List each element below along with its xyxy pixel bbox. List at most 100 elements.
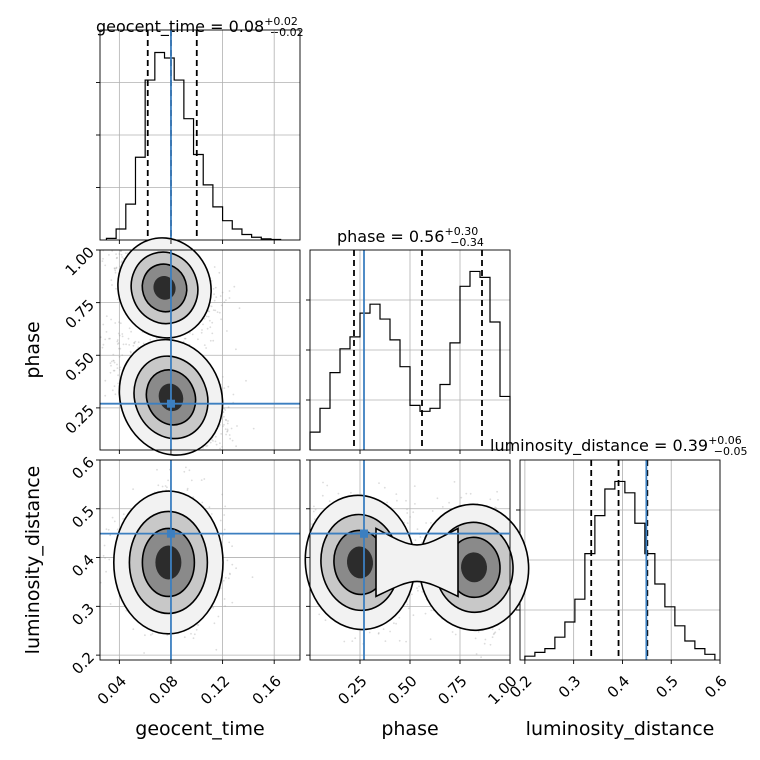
sample-point <box>218 311 221 314</box>
sample-point <box>223 407 226 410</box>
sample-point <box>220 318 223 321</box>
sample-point <box>228 434 231 436</box>
sample-point <box>115 287 117 290</box>
sample-point <box>436 497 439 500</box>
sample-point <box>113 360 115 362</box>
lumdist-vs-geocent-density-level-3 <box>155 545 182 580</box>
sample-point <box>113 520 116 523</box>
geocent-time-histogram <box>105 51 282 241</box>
lumdist-title-minus: −0.05 <box>714 445 748 458</box>
sample-point <box>114 271 117 274</box>
sample-point <box>117 342 120 344</box>
sample-point <box>190 479 193 482</box>
sample-point <box>414 539 417 542</box>
sample-point <box>117 374 119 377</box>
sample-point <box>113 385 116 388</box>
sample-point <box>493 632 496 635</box>
sample-point <box>116 340 119 343</box>
sample-point <box>483 642 486 645</box>
sample-point <box>225 433 228 436</box>
lumdist-vs-phase-truth-marker-top <box>360 529 368 538</box>
sample-point <box>102 323 105 326</box>
sample-point <box>223 301 226 304</box>
sample-point <box>405 499 407 502</box>
phase-x-tick-label: 0.25 <box>334 672 370 708</box>
sample-point <box>211 438 213 441</box>
lumdist-vs-geocent-truth-marker <box>166 529 175 538</box>
sample-point <box>214 440 217 443</box>
sample-point <box>203 478 206 480</box>
sample-point <box>144 634 146 637</box>
phase-title-text: phase = <box>337 227 409 246</box>
sample-point <box>208 506 211 509</box>
sample-point <box>109 603 112 605</box>
phase-vs-geocent-contour-0 <box>118 338 224 456</box>
sample-point <box>183 636 186 639</box>
lumdist-x-tick-label: 0.6 <box>701 672 731 702</box>
sample-point <box>245 379 247 382</box>
sample-point <box>109 362 112 364</box>
sample-point <box>211 332 214 335</box>
sample-point <box>226 429 229 432</box>
phase-vs-geocent-truth-marker <box>166 399 175 408</box>
lumdist-title-text: luminosity_distance = <box>490 436 672 456</box>
sample-point <box>157 484 160 487</box>
sample-point <box>116 343 119 345</box>
plot-layer: 0.04 0.08 0.12 0.16 0.25 0.50 0.75 1.00 0.2 0.3 0.… <box>62 29 731 708</box>
lumdist-vs-phase-density-level-3 <box>460 552 488 583</box>
sample-point <box>214 435 217 438</box>
sample-point <box>217 615 220 618</box>
sample-point <box>215 648 218 651</box>
sample-point <box>119 366 122 369</box>
sample-point <box>110 360 113 363</box>
sample-point <box>384 640 387 642</box>
sample-point <box>213 299 216 302</box>
sample-point <box>389 630 391 633</box>
phase-vs-geocent-contour-1 <box>130 251 199 325</box>
sample-point <box>122 513 125 516</box>
sample-point <box>453 481 456 483</box>
geocent-x-tick-label: 0.08 <box>145 672 181 708</box>
sample-point <box>203 317 206 320</box>
lumdist-histogram <box>524 480 716 660</box>
sample-point <box>314 518 316 521</box>
phase-vs-geocent-contour-2 <box>141 263 188 313</box>
sample-point <box>231 601 234 604</box>
sample-point <box>421 590 424 593</box>
sample-point <box>142 342 145 345</box>
sample-point <box>111 284 113 286</box>
sample-point <box>210 513 213 515</box>
sample-point <box>211 321 214 324</box>
sample-point <box>125 343 127 346</box>
lumdist-vs-phase-bridge-contour <box>375 527 459 598</box>
sample-point <box>118 253 121 255</box>
sample-point <box>322 481 324 484</box>
sample-point <box>451 631 454 633</box>
sample-point <box>231 545 234 548</box>
sample-point <box>102 554 105 557</box>
sample-point <box>233 285 236 288</box>
sample-point <box>143 652 146 654</box>
sample-point <box>150 634 152 636</box>
sample-point <box>425 522 427 524</box>
sample-point <box>225 299 227 301</box>
sample-point <box>229 573 231 576</box>
sample-point <box>221 493 224 496</box>
sample-point <box>110 279 113 281</box>
sample-point <box>133 341 136 344</box>
sample-point <box>129 350 132 353</box>
sample-point <box>105 528 108 531</box>
lumdist-title: luminosity_distance = 0.39+0.06 −0.05 <box>490 434 748 458</box>
sample-point <box>484 638 487 641</box>
sample-point <box>220 304 223 307</box>
sample-point <box>128 344 131 346</box>
sample-point <box>228 297 231 299</box>
sample-point <box>112 369 115 372</box>
sample-point <box>419 536 422 538</box>
sample-point <box>118 334 121 337</box>
sample-point <box>368 631 371 634</box>
sample-point <box>156 468 158 471</box>
sample-point <box>212 440 214 442</box>
sample-point <box>167 479 170 482</box>
